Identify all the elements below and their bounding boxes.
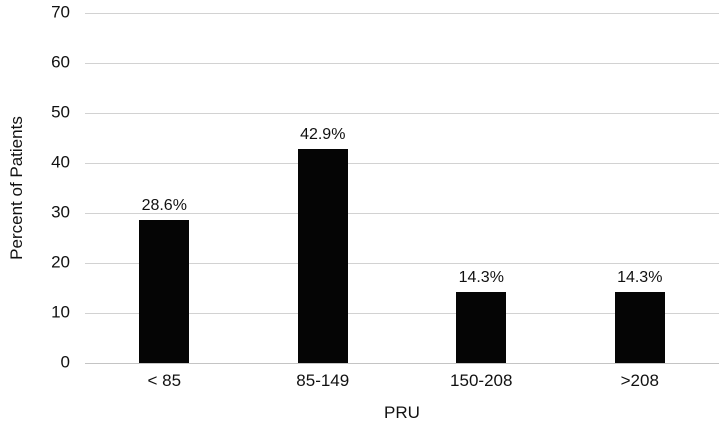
gridline bbox=[85, 112, 719, 114]
plot-area: 28.6% 42.9% 14.3% 14.3% bbox=[85, 12, 719, 364]
bar bbox=[614, 291, 665, 363]
gridline bbox=[85, 212, 719, 214]
y-tick-label: 30 bbox=[51, 202, 70, 222]
gridline bbox=[85, 262, 719, 264]
x-tick-label: < 85 bbox=[147, 371, 182, 390]
gridline bbox=[85, 362, 719, 364]
bar-value-label: 28.6% bbox=[141, 197, 187, 214]
bar bbox=[139, 220, 190, 363]
gridline bbox=[85, 62, 719, 64]
gridline bbox=[85, 312, 719, 314]
y-tick-label: 50 bbox=[51, 102, 70, 122]
y-tick-label: 40 bbox=[51, 152, 70, 172]
bar-value-label: 14.3% bbox=[458, 268, 504, 286]
x-tick-label: 150-208 bbox=[450, 371, 513, 390]
y-tick-label: 70 bbox=[51, 2, 70, 22]
y-axis-tick-labels: 0 10 20 30 40 50 60 70 bbox=[0, 0, 70, 433]
gridline bbox=[85, 162, 719, 164]
x-axis-title: PRU bbox=[384, 403, 420, 422]
bar-value-label: 42.9% bbox=[300, 125, 346, 143]
x-tick-label: >208 bbox=[620, 371, 659, 390]
x-tick-label: 85-149 bbox=[296, 371, 350, 390]
gridline bbox=[85, 12, 719, 14]
y-tick-label: 20 bbox=[51, 252, 70, 272]
bar bbox=[456, 291, 507, 363]
bar-value-label: 14.3% bbox=[617, 268, 663, 286]
bar bbox=[297, 148, 348, 363]
y-tick-label: 0 bbox=[60, 352, 70, 372]
y-tick-label: 10 bbox=[51, 302, 70, 322]
y-tick-label: 60 bbox=[51, 52, 70, 72]
